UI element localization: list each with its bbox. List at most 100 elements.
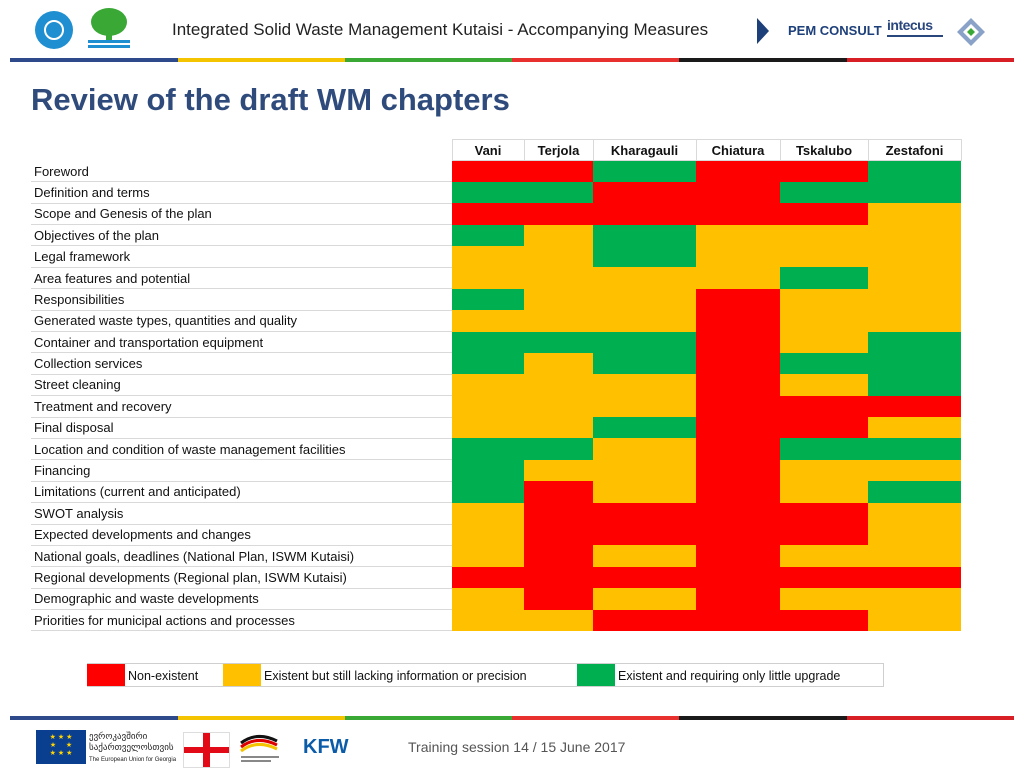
status-cell [696, 438, 780, 460]
column-header: Chiatura [695, 138, 781, 162]
table-row: Regional developments (Regional plan, IS… [31, 566, 961, 589]
table-row: Street cleaning [31, 374, 961, 397]
status-cell [524, 609, 593, 631]
status-cell [696, 352, 780, 375]
eu-text: ევროკავშირი საქართველოსთვის [89, 731, 174, 752]
table-row: Legal framework [31, 245, 961, 268]
status-cell [593, 224, 696, 246]
status-cell [780, 224, 868, 246]
status-cell [452, 160, 524, 182]
table-row: Generated waste types, quantities and qu… [31, 310, 961, 333]
status-cell [452, 288, 524, 311]
status-cell [593, 502, 696, 525]
status-cell [696, 545, 780, 567]
footer-color-stripe [10, 716, 1014, 720]
status-cell [868, 459, 961, 482]
column-header: Zestafoni [867, 138, 962, 162]
table-row: Final disposal [31, 417, 961, 439]
status-cell [868, 181, 961, 204]
status-cell [868, 160, 961, 182]
status-cell [780, 181, 868, 204]
status-cell [593, 524, 696, 546]
row-label: SWOT analysis [31, 502, 452, 525]
table-row: Definition and terms [31, 181, 961, 204]
status-cell [696, 395, 780, 418]
status-cell [868, 395, 961, 418]
status-cell [696, 203, 780, 225]
status-cell [524, 566, 593, 589]
status-cell [452, 502, 524, 525]
row-label: Container and transportation equipment [31, 331, 452, 354]
status-cell [868, 502, 961, 525]
status-cell [868, 331, 961, 353]
table-row: Financing [31, 459, 961, 482]
table-row: Treatment and recovery [31, 395, 961, 418]
pem-consult-logo: PEM CONSULT [757, 18, 882, 44]
row-label: Financing [31, 459, 452, 482]
status-cell [524, 417, 593, 439]
status-cell [780, 203, 868, 225]
row-label: Objectives of the plan [31, 224, 452, 247]
status-cell [868, 417, 961, 439]
eu-subtext: The European Union for Georgia [89, 757, 177, 763]
iswm-logo-icon [35, 11, 73, 49]
status-cell [524, 524, 593, 546]
row-label: Responsibilities [31, 288, 452, 311]
table-row: Location and condition of waste manageme… [31, 438, 961, 461]
status-cell [452, 459, 524, 482]
legend: Non-existent Existent but still lacking … [87, 663, 884, 687]
status-cell [452, 524, 524, 546]
georgia-flag-icon [183, 732, 230, 768]
status-cell [780, 245, 868, 268]
row-label: Final disposal [31, 417, 452, 439]
status-cell [452, 545, 524, 567]
status-cell [593, 310, 696, 332]
status-cell [524, 438, 593, 460]
row-label: Street cleaning [31, 374, 452, 397]
pem-consult-text: PEM CONSULT [788, 23, 882, 38]
status-cell [780, 310, 868, 332]
table-row: Foreword [31, 160, 961, 183]
status-cell [780, 459, 868, 482]
intecus-underline [887, 35, 943, 37]
status-cell [868, 352, 961, 375]
legend-item-red: Non-existent [87, 664, 223, 686]
status-cell [452, 267, 524, 289]
status-cell [452, 609, 524, 631]
status-cell [696, 588, 780, 610]
status-cell [696, 160, 780, 182]
status-cell [780, 395, 868, 418]
status-cell [868, 203, 961, 225]
status-cell [868, 374, 961, 396]
status-cell [780, 566, 868, 589]
status-cell [593, 566, 696, 589]
status-cell [524, 588, 593, 610]
status-cell [868, 481, 961, 503]
status-cell [696, 417, 780, 439]
status-cell [452, 224, 524, 246]
status-cell [696, 459, 780, 482]
status-cell [593, 331, 696, 353]
status-cell [868, 588, 961, 610]
status-cell [780, 160, 868, 182]
intecus-text: intecus [887, 17, 933, 33]
status-cell [868, 267, 961, 289]
german-cooperation-logo-icon [240, 735, 279, 762]
status-cell [593, 459, 696, 482]
legend-label: Existent and requiring only little upgra… [618, 669, 841, 683]
tree-logo-icon [88, 8, 130, 48]
status-cell [868, 224, 961, 246]
status-cell [593, 352, 696, 375]
status-cell [780, 438, 868, 460]
status-cell [780, 588, 868, 610]
status-cell [524, 160, 593, 182]
table-row: Area features and potential [31, 267, 961, 290]
status-cell [868, 545, 961, 567]
status-cell [868, 288, 961, 311]
row-label: Collection services [31, 352, 452, 375]
row-label: Demographic and waste developments [31, 588, 452, 611]
status-cell [452, 331, 524, 353]
kfw-logo: KFW [303, 736, 349, 758]
status-cell [780, 352, 868, 375]
status-cell [524, 288, 593, 311]
